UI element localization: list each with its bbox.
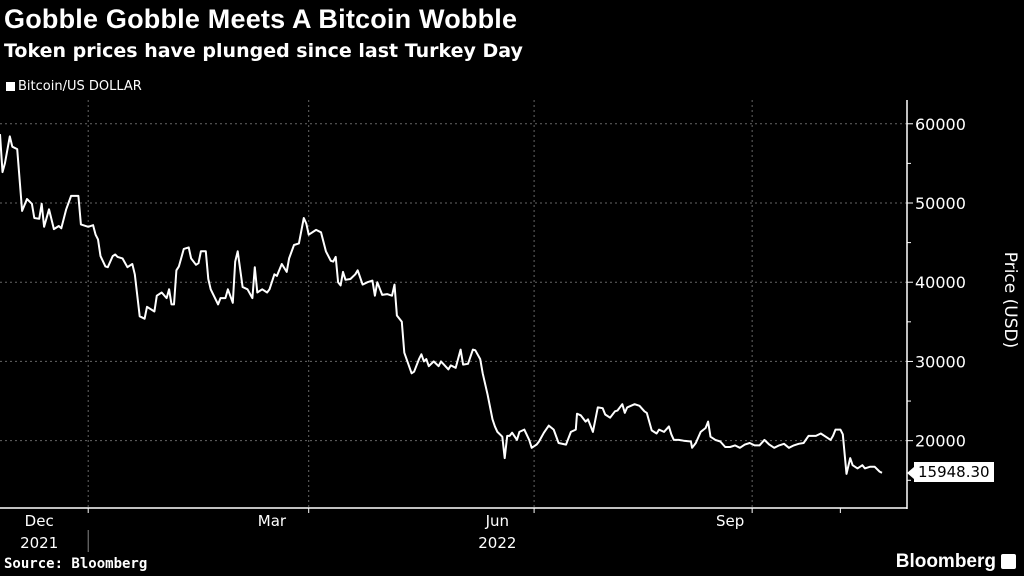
y-tick-label: 50000 <box>915 194 966 213</box>
x-tick-label: Mar <box>258 512 287 530</box>
last-value-label: 15948.30 <box>907 462 994 482</box>
y-tick-label: 20000 <box>915 432 966 451</box>
legend-label: Bitcoin/US DOLLAR <box>18 79 142 94</box>
x-year-label: 2022 <box>478 534 516 552</box>
x-tick-label: Jun <box>485 512 509 530</box>
x-tick-label: Sep <box>716 512 744 530</box>
y-tick-label: 60000 <box>915 115 966 134</box>
bitcoin-price-line <box>0 134 883 475</box>
y-tick-label: 40000 <box>915 273 966 292</box>
source-note: Source: Bloomberg <box>4 556 148 572</box>
bloomberg-chart-icon <box>1001 554 1016 569</box>
y-axis-label: Price (USD) <box>1000 251 1020 349</box>
chart-title: Gobble Gobble Meets A Bitcoin Wobble <box>4 4 518 34</box>
x-tick-label: Dec <box>25 512 54 530</box>
x-year-label: 2021 <box>20 534 58 552</box>
legend-swatch <box>6 82 15 91</box>
bloomberg-logo: Bloomberg <box>895 551 996 572</box>
chart-subtitle: Token prices have plunged since last Tur… <box>4 40 523 62</box>
legend: Bitcoin/US DOLLAR <box>6 79 142 94</box>
y-tick-label: 30000 <box>915 352 966 371</box>
